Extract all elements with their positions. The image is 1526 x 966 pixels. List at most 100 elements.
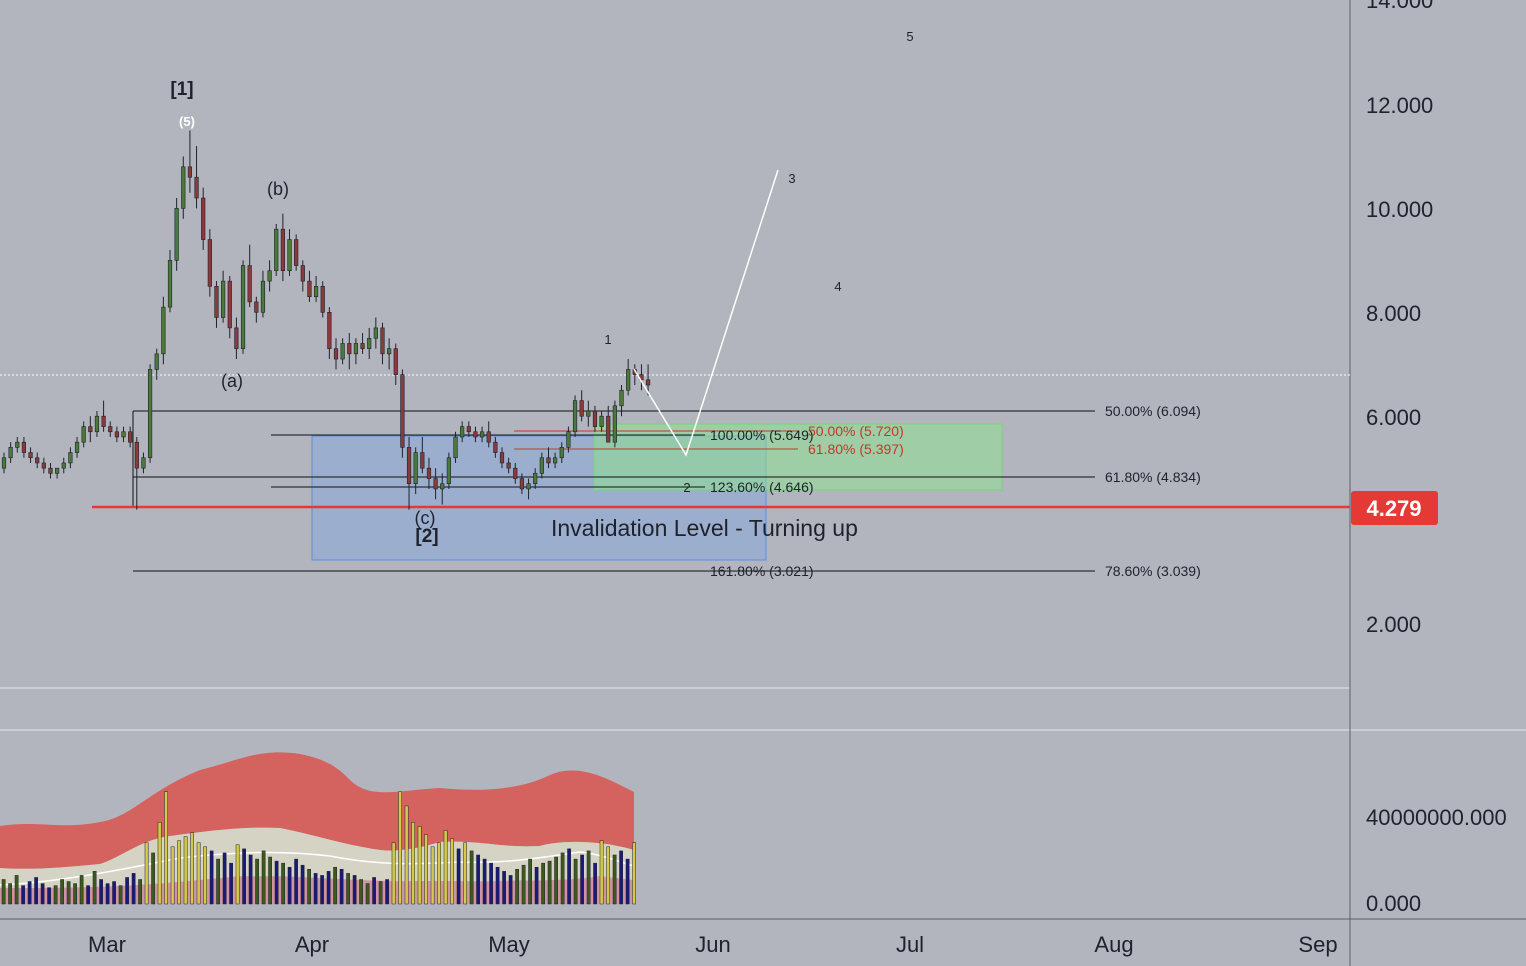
volume-bar[interactable] xyxy=(79,875,84,905)
volume-bar[interactable] xyxy=(66,881,71,905)
volume-bar[interactable] xyxy=(567,848,571,905)
candle-body[interactable] xyxy=(460,426,465,438)
volume-bar[interactable] xyxy=(625,858,630,905)
candle-body[interactable] xyxy=(347,343,352,355)
volume-bar[interactable] xyxy=(502,871,506,905)
candle-body[interactable] xyxy=(446,457,451,485)
candle-body[interactable] xyxy=(333,348,339,360)
candle-body[interactable] xyxy=(307,280,312,298)
candle-body[interactable] xyxy=(599,415,604,427)
volume-bar[interactable] xyxy=(326,871,331,905)
volume-bar[interactable] xyxy=(86,885,90,905)
candle-body[interactable] xyxy=(154,353,159,370)
volume-bar[interactable] xyxy=(209,850,214,905)
candle-body[interactable] xyxy=(619,389,624,407)
volume-bar[interactable] xyxy=(515,869,519,905)
volume-bar[interactable] xyxy=(8,883,12,905)
candle-body[interactable] xyxy=(553,457,558,464)
candle-body[interactable] xyxy=(74,441,80,453)
candle-body[interactable] xyxy=(114,431,119,438)
volume-bar[interactable] xyxy=(300,864,305,905)
volume-bar[interactable] xyxy=(294,858,298,905)
volume-bar[interactable] xyxy=(196,842,201,905)
candle-body[interactable] xyxy=(433,478,438,490)
candle-body[interactable] xyxy=(519,478,525,490)
volume-bar[interactable] xyxy=(183,836,188,905)
volume-bar[interactable] xyxy=(508,875,513,905)
volume-bar[interactable] xyxy=(112,881,116,905)
volume-bar[interactable] xyxy=(313,873,318,905)
candle-body[interactable] xyxy=(254,301,259,313)
volume-bar[interactable] xyxy=(443,830,448,905)
candle-body[interactable] xyxy=(340,343,345,360)
volume-bar[interactable] xyxy=(599,840,604,905)
candle-body[interactable] xyxy=(280,228,285,272)
volume-bar[interactable] xyxy=(469,850,474,905)
candle-body[interactable] xyxy=(247,265,252,303)
candle-body[interactable] xyxy=(300,265,305,282)
volume-bar[interactable] xyxy=(541,862,545,905)
candle-body[interactable] xyxy=(539,457,544,474)
candle-body[interactable] xyxy=(174,208,179,261)
volume-bar[interactable] xyxy=(521,864,526,905)
volume-bar[interactable] xyxy=(73,883,77,905)
candle-body[interactable] xyxy=(586,410,591,417)
candle-body[interactable] xyxy=(214,286,219,318)
candle-body[interactable] xyxy=(294,239,299,266)
candle-body[interactable] xyxy=(533,473,538,485)
candle-body[interactable] xyxy=(134,441,139,469)
volume-bar[interactable] xyxy=(40,883,45,905)
invalidation-label[interactable]: Invalidation Level - Turning up xyxy=(551,515,858,541)
candle-body[interactable] xyxy=(466,426,471,433)
volume-bar[interactable] xyxy=(359,879,363,905)
volume-bar[interactable] xyxy=(586,850,591,905)
volume-bar[interactable] xyxy=(482,858,487,905)
volume-bar[interactable] xyxy=(164,791,168,905)
volume-bar[interactable] xyxy=(398,791,402,905)
volume-bar[interactable] xyxy=(157,822,162,905)
volume-bar[interactable] xyxy=(372,877,376,905)
volume-bar[interactable] xyxy=(307,869,311,905)
volume-bar[interactable] xyxy=(144,842,149,905)
volume-bar[interactable] xyxy=(118,885,123,905)
candle-body[interactable] xyxy=(579,400,584,417)
candle-body[interactable] xyxy=(393,348,398,375)
volume-bar[interactable] xyxy=(554,856,558,905)
candle-body[interactable] xyxy=(194,176,199,199)
volume-bar[interactable] xyxy=(53,885,58,905)
candle-body[interactable] xyxy=(121,431,126,438)
candle-body[interactable] xyxy=(320,286,325,313)
candle-body[interactable] xyxy=(387,348,392,355)
volume-bar[interactable] xyxy=(411,822,415,905)
candle-body[interactable] xyxy=(141,457,146,469)
volume-bar[interactable] xyxy=(203,846,207,905)
volume-bar[interactable] xyxy=(138,879,142,905)
candle-body[interactable] xyxy=(28,452,33,459)
volume-bar[interactable] xyxy=(463,842,467,905)
candle-body[interactable] xyxy=(227,280,232,329)
volume-bar[interactable] xyxy=(619,850,623,905)
volume-bar[interactable] xyxy=(14,875,19,905)
candle-body[interactable] xyxy=(8,447,13,459)
candle-body[interactable] xyxy=(35,457,40,464)
volume-bar[interactable] xyxy=(430,846,435,905)
candle-body[interactable] xyxy=(546,457,551,464)
candle-body[interactable] xyxy=(360,343,365,349)
volume-bar[interactable] xyxy=(47,887,51,905)
volume-bar[interactable] xyxy=(99,879,103,905)
candle-body[interactable] xyxy=(592,410,598,427)
volume-bar[interactable] xyxy=(1,879,6,905)
candle-body[interactable] xyxy=(287,239,292,272)
candle-body[interactable] xyxy=(440,483,445,490)
volume-bar[interactable] xyxy=(450,838,454,905)
volume-bar[interactable] xyxy=(606,846,610,905)
candle-body[interactable] xyxy=(1,457,7,469)
candle-body[interactable] xyxy=(260,280,266,313)
candle-body[interactable] xyxy=(234,327,239,349)
volume-bar[interactable] xyxy=(404,805,409,905)
volume-bar[interactable] xyxy=(456,848,461,905)
candle-body[interactable] xyxy=(313,286,319,298)
time-axis[interactable]: Mar Apr May Jun Jul Aug Sep xyxy=(88,932,1338,957)
volume-bar[interactable] xyxy=(352,875,357,905)
